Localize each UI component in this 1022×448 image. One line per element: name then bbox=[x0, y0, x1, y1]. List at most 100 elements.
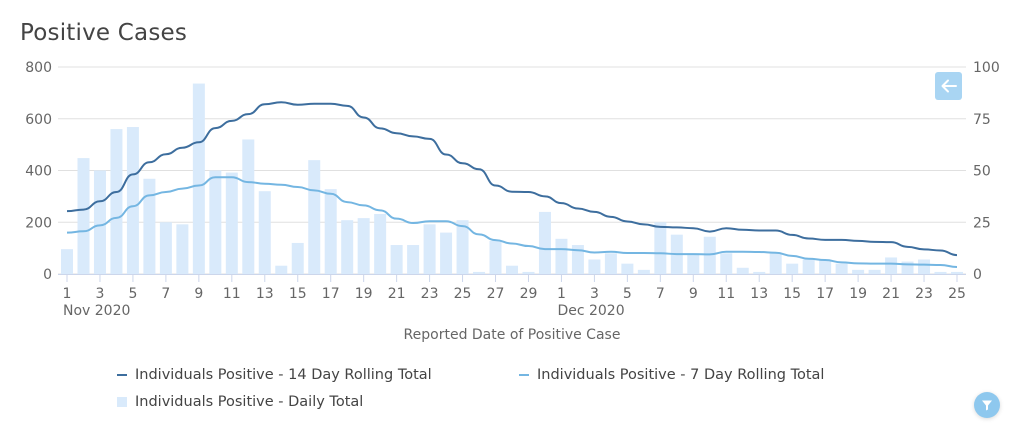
daily-total-bar[interactable] bbox=[324, 189, 337, 274]
daily-total-bar[interactable] bbox=[374, 213, 387, 274]
daily-total-bar[interactable] bbox=[802, 259, 815, 274]
x-axis-tick-label: 3 bbox=[96, 286, 105, 302]
filter-funnel-icon bbox=[982, 400, 992, 411]
daily-total-bar[interactable] bbox=[835, 263, 848, 274]
daily-total-bar[interactable] bbox=[341, 220, 354, 274]
daily-total-bar[interactable] bbox=[720, 253, 733, 274]
x-axis-tick-label: 5 bbox=[623, 286, 632, 302]
daily-total-bar[interactable] bbox=[61, 249, 73, 274]
x-axis-tick-label: 25 bbox=[948, 286, 966, 302]
legend-item-daily[interactable]: Individuals Positive - Daily Total bbox=[117, 394, 363, 410]
daily-total-bar[interactable] bbox=[489, 240, 502, 274]
daily-total-bar[interactable] bbox=[918, 259, 931, 274]
daily-total-bar[interactable] bbox=[852, 269, 865, 274]
legend-line-14day-icon bbox=[117, 374, 127, 376]
legend-bar-daily-icon bbox=[117, 397, 127, 407]
daily-total-bar[interactable] bbox=[571, 245, 584, 274]
legend-item-7day[interactable]: Individuals Positive - 7 Day Rolling Tot… bbox=[519, 367, 824, 383]
right-axis-tick-label: 25 bbox=[973, 215, 991, 231]
daily-total-bar[interactable] bbox=[687, 253, 700, 274]
daily-total-bar[interactable] bbox=[275, 265, 288, 274]
daily-total-bar[interactable] bbox=[538, 211, 551, 274]
x-axis-tick-label: 3 bbox=[590, 286, 599, 302]
x-axis-tick-label: 27 bbox=[487, 286, 505, 302]
daily-total-bar[interactable] bbox=[126, 127, 139, 274]
x-axis-tick-label: 7 bbox=[161, 286, 170, 302]
daily-total-bar[interactable] bbox=[703, 236, 716, 274]
daily-total-bar[interactable] bbox=[143, 178, 156, 274]
x-axis-month-label: Dec 2020 bbox=[557, 303, 624, 319]
daily-total-bar[interactable] bbox=[637, 269, 650, 274]
legend-label-daily: Individuals Positive - Daily Total bbox=[135, 394, 364, 410]
x-axis-tick-label: 15 bbox=[783, 286, 801, 302]
back-button[interactable] bbox=[935, 72, 962, 100]
daily-total-bar[interactable] bbox=[258, 191, 271, 274]
daily-total-bar[interactable] bbox=[159, 222, 172, 274]
daily-total-bar[interactable] bbox=[242, 139, 255, 274]
legend-item-14day[interactable]: Individuals Positive - 14 Day Rolling To… bbox=[117, 367, 432, 383]
x-axis-tick-label: 21 bbox=[882, 286, 900, 302]
daily-total-bar[interactable] bbox=[588, 259, 601, 274]
daily-total-bar[interactable] bbox=[621, 263, 634, 274]
daily-total-bar[interactable] bbox=[819, 259, 832, 274]
chart-title: Positive Cases bbox=[20, 20, 188, 46]
daily-total-bar[interactable] bbox=[753, 271, 766, 274]
daily-total-bar[interactable] bbox=[473, 271, 486, 274]
left-axis-tick-label: 800 bbox=[25, 60, 52, 76]
daily-total-bar[interactable] bbox=[291, 242, 304, 274]
daily-total-bar[interactable] bbox=[868, 269, 881, 274]
x-axis-tick-label: 15 bbox=[289, 286, 307, 302]
x-axis-tick-label: 13 bbox=[256, 286, 274, 302]
x-axis-tick-label: 23 bbox=[915, 286, 933, 302]
daily-total-bar[interactable] bbox=[357, 218, 370, 274]
x-axis-tick-label: 5 bbox=[128, 286, 137, 302]
daily-total-bar[interactable] bbox=[77, 158, 90, 274]
legend-label-14day: Individuals Positive - 14 Day Rolling To… bbox=[135, 367, 432, 383]
left-axis-tick-label: 400 bbox=[25, 164, 52, 180]
daily-total-bar[interactable] bbox=[654, 222, 667, 274]
left-axis-tick-label: 0 bbox=[43, 267, 52, 283]
daily-total-bar[interactable] bbox=[440, 232, 453, 274]
x-axis-tick-label: 29 bbox=[520, 286, 538, 302]
daily-total-bar[interactable] bbox=[522, 271, 535, 274]
daily-total-bar[interactable] bbox=[110, 129, 123, 274]
x-axis-title: Reported Date of Positive Case bbox=[404, 327, 621, 343]
daily-total-bar[interactable] bbox=[407, 245, 420, 274]
daily-total-bar[interactable] bbox=[423, 224, 436, 274]
daily-total-bar[interactable] bbox=[225, 172, 238, 274]
line-7day-rolling-total[interactable] bbox=[66, 176, 958, 269]
x-axis-tick-label: 21 bbox=[388, 286, 406, 302]
legend-label-7day: Individuals Positive - 7 Day Rolling Tot… bbox=[537, 367, 825, 383]
x-axis-tick-label: 7 bbox=[656, 286, 665, 302]
daily-total-bar[interactable] bbox=[506, 265, 518, 274]
daily-total-bar[interactable] bbox=[885, 257, 898, 274]
filter-button[interactable] bbox=[974, 392, 1000, 418]
x-axis-tick-label: 1 bbox=[557, 286, 566, 302]
daily-total-bar[interactable] bbox=[736, 267, 749, 274]
line-14day-rolling-total[interactable] bbox=[66, 101, 958, 257]
right-axis-tick-label: 50 bbox=[973, 164, 991, 180]
daily-total-bar[interactable] bbox=[176, 224, 189, 274]
x-axis-tick-label: 19 bbox=[355, 286, 373, 302]
legend-line-7day-icon bbox=[519, 374, 529, 376]
daily-total-bar[interactable] bbox=[192, 83, 205, 274]
daily-total-bar[interactable] bbox=[951, 271, 963, 274]
daily-total-bar[interactable] bbox=[769, 253, 782, 274]
daily-total-bar[interactable] bbox=[308, 160, 321, 274]
daily-total-bar[interactable] bbox=[604, 253, 617, 274]
daily-total-bars bbox=[61, 83, 963, 275]
daily-total-bar[interactable] bbox=[934, 271, 947, 274]
x-axis-tick-label: 1 bbox=[63, 286, 72, 302]
right-axis-tick-label: 75 bbox=[973, 112, 991, 128]
arrow-left-icon bbox=[941, 79, 957, 93]
daily-total-bar[interactable] bbox=[93, 170, 106, 275]
daily-total-bar[interactable] bbox=[209, 170, 222, 275]
daily-total-bar[interactable] bbox=[555, 238, 568, 274]
x-axis-tick-label: 11 bbox=[717, 286, 735, 302]
daily-total-bar[interactable] bbox=[786, 263, 799, 274]
daily-total-bar[interactable] bbox=[390, 245, 403, 274]
x-axis-tick-label: 9 bbox=[689, 286, 698, 302]
daily-total-bar[interactable] bbox=[456, 220, 469, 274]
x-axis-tick-label: 19 bbox=[849, 286, 867, 302]
